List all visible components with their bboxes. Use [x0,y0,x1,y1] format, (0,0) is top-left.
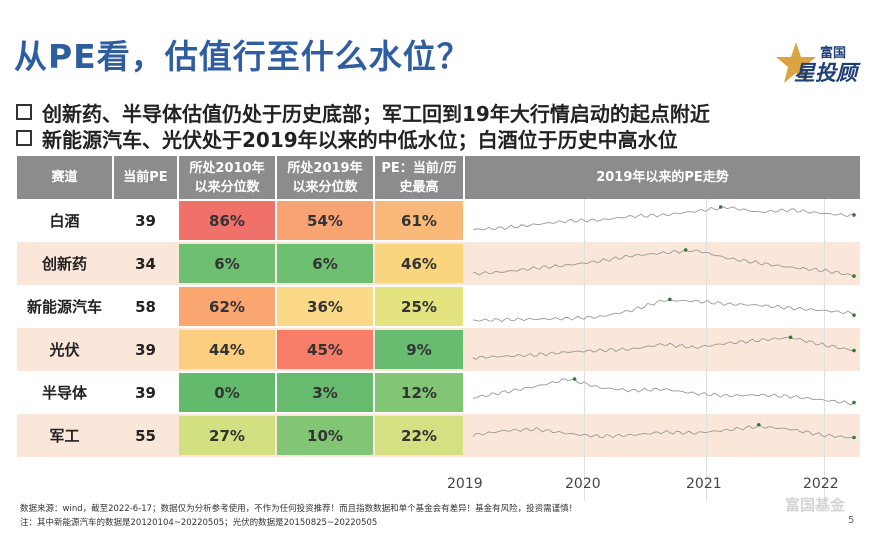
trend-line-6 [472,424,855,439]
cell-sector: 新能源汽车 [26,298,102,316]
table-row: 新能源汽车 58 62% 36% 25% [17,285,860,328]
cell-pct2019: 6% [277,244,373,283]
cell-pe: 39 [135,340,156,359]
year-divider [824,199,826,501]
header-pe-ratio: PE：当前/历史最高 [375,156,463,199]
bullet-1: 创新药、半导体估值仍处于历史底部；军工回到19年大行情启动的起点附近 [16,98,710,127]
trend-max-marker [683,248,688,252]
table-row: 军工 55 27% 10% 22% [17,414,860,457]
cell-pe-ratio: 22% [375,416,463,455]
cell-pct2010: 62% [179,287,275,326]
x-tick-2020: 2020 [565,476,601,492]
cell-pe: 34 [135,254,156,273]
table-row: 光伏 39 44% 45% 9% [17,328,860,371]
trend-line-1 [472,206,855,231]
x-tick-2019: 2019 [447,476,483,492]
table-row: 半导体 39 0% 3% 12% [17,371,860,414]
cell-pct2010: 44% [179,330,275,369]
cell-pct2019: 45% [277,330,373,369]
year-divider [705,199,707,501]
watermark: 富国基金 [785,496,846,514]
cell-sector: 半导体 [41,384,87,402]
cell-pe: 39 [135,211,156,230]
trend-line-3 [472,299,855,323]
cell-pe-ratio: 12% [375,373,463,412]
cell-pe-ratio: 61% [375,201,463,240]
bullet-2: 新能源汽车、光伏处于2019年以来的中低水位；白酒位于历史中高水位 [16,124,678,153]
trend-line-2 [472,249,855,277]
cell-sector: 光伏 [49,341,80,359]
cell-pct2019: 10% [277,416,373,455]
cell-pct2010: 27% [179,416,275,455]
trend-current-marker [852,348,856,353]
cell-pct2019: 36% [277,287,373,326]
logo-line2: 星投顾 [794,57,857,87]
logo-star-text: 星 [794,60,815,85]
cell-pe: 58 [135,297,156,316]
cell-sector: 白酒 [49,212,80,230]
fullgoal-logo: 富国 星投顾 [776,40,876,90]
cell-pe-ratio: 46% [375,244,463,283]
cell-pct2010: 6% [179,244,275,283]
cell-pct2019: 3% [277,373,373,412]
trend-max-marker [788,335,793,340]
checkbox-bullet-icon [16,130,32,146]
footnote-source: 数据来源：wind，截至2022-6-17；数据仅为分析参考使用，不作为任何投资… [20,504,578,514]
bullet-2-text: 新能源汽车、光伏处于2019年以来的中低水位；白酒位于历史中高水位 [42,128,678,152]
pe-trend-chart [472,205,856,440]
x-tick-2021: 2021 [686,476,722,492]
cell-pe: 55 [135,426,156,445]
header-sector: 赛道 [17,156,112,199]
trend-line-4 [472,336,854,360]
cell-pct2010: 0% [179,373,275,412]
x-tick-2022: 2022 [803,476,839,492]
cell-sector: 军工 [49,427,80,445]
cell-sector: 创新药 [41,255,87,273]
bullet-1-text: 创新药、半导体估值仍处于历史底部；军工回到19年大行情启动的起点附近 [42,102,710,126]
trend-max-marker [668,297,672,302]
year-divider [583,199,585,501]
page-title: 从PE看，估值行至什么水位？ [14,37,471,76]
trend-current-marker [852,274,856,278]
header-trend: 2019年以来的PE走势 [465,156,860,199]
trend-max-marker [718,205,723,209]
star-logo-icon [776,42,816,83]
checkbox-bullet-icon [16,104,32,120]
trend-current-marker [852,400,856,405]
logo-line1: 富国 [820,46,847,61]
table-row: 创新药 34 6% 6% 46% [17,242,860,285]
trend-max-marker [756,422,761,427]
header-pct2019: 所处2019年以来分位数 [277,156,373,199]
cell-pct2019: 54% [277,201,373,240]
cell-pe: 39 [135,383,156,402]
table-row: 白酒 39 86% 54% 61% [17,199,860,242]
header-pct2010: 所处2010年以来分位数 [179,156,275,199]
trend-current-marker [852,213,856,217]
trend-line-5 [472,378,855,406]
footnote-note: 注：其中新能源汽车的数据是20120104~20220505；光伏的数据是201… [20,518,378,528]
cell-pe-ratio: 25% [375,287,463,326]
page-number: 5 [848,515,855,526]
trend-current-marker [852,313,856,317]
logo-line2-text: 投顾 [815,60,857,85]
trend-current-marker [852,435,856,440]
header-pe: 当前PE [114,156,177,199]
cell-pe-ratio: 9% [375,330,463,369]
cell-pct2010: 86% [179,201,275,240]
trend-max-marker [572,377,577,381]
